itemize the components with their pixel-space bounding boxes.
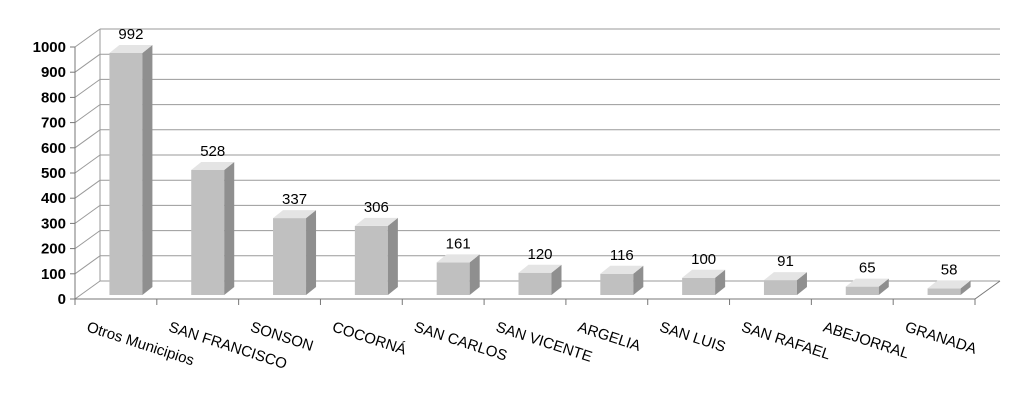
y-tick-label: 600 — [41, 140, 66, 157]
x-tick-label: SAN RAFAEL — [739, 319, 832, 364]
bar-san-luis — [682, 269, 726, 295]
y-tick-label: 200 — [41, 241, 66, 258]
gridlines — [74, 28, 1000, 300]
x-tick-label: COCORNÁ — [330, 319, 408, 359]
gridline-depth — [74, 104, 101, 124]
bar-top-face — [518, 264, 562, 273]
bar-side-face — [551, 264, 562, 295]
data-label: 306 — [364, 199, 389, 216]
y-tick-label: 300 — [41, 215, 66, 232]
bar-front-face — [763, 280, 797, 295]
gridline-depth — [74, 255, 101, 275]
data-label: 116 — [610, 247, 634, 264]
bar-top-face — [273, 210, 317, 219]
gridline-depth — [74, 179, 101, 199]
bar-top-face — [436, 254, 480, 263]
x-tick-label: SAN LUIS — [657, 319, 727, 356]
bar-front-face — [436, 262, 470, 295]
data-label: 91 — [777, 253, 794, 270]
gridline-depth — [74, 78, 101, 98]
y-tick-label: 900 — [41, 64, 66, 81]
y-tick-label: 100 — [41, 266, 66, 283]
bar-side-face — [715, 269, 726, 295]
data-labels: 992 528 337 306 161 120 116 100 91 65 58 — [118, 26, 957, 278]
gridline-depth — [74, 154, 101, 174]
bar-san-francisco — [191, 161, 235, 295]
bar-front-face — [109, 53, 143, 296]
bar-side-face — [142, 45, 153, 296]
bar-side-face — [306, 210, 317, 295]
bar-argelia — [600, 265, 644, 295]
floor-depth-edge — [974, 280, 1001, 300]
data-label: 528 — [200, 143, 225, 160]
bar-top-face — [763, 272, 807, 281]
bar-front-face — [600, 273, 634, 295]
bar-side-face — [224, 161, 235, 295]
y-tick-label: 1000 — [33, 39, 66, 56]
y-tick-label: 400 — [41, 190, 66, 207]
bar-san-rafael — [763, 272, 807, 295]
bar-front-face — [518, 272, 552, 295]
bar-san-carlos — [436, 254, 480, 295]
bar-otros-municipios — [109, 45, 153, 296]
bar-front-face — [682, 277, 716, 295]
bar-front-face — [191, 169, 225, 295]
bar-side-face — [633, 265, 644, 295]
bar-side-face — [960, 280, 971, 295]
bar-top-face — [927, 280, 971, 289]
gridline-depth — [74, 204, 101, 224]
y-tick-label: 0 — [58, 291, 66, 308]
bar-side-face — [878, 278, 889, 295]
y-tick-label: 800 — [41, 89, 66, 106]
bar-top-face — [600, 265, 644, 274]
bar-front-face — [927, 288, 961, 295]
data-label: 65 — [859, 260, 876, 277]
gridline-depth — [74, 280, 101, 300]
bar-top-face — [354, 217, 398, 226]
y-axis-tick-labels: 0 100 200 300 400 500 600 700 800 900 1000 — [33, 39, 66, 308]
bar-side-face — [796, 272, 807, 295]
gridline-depth — [74, 230, 101, 250]
bar-top-face — [845, 278, 889, 287]
bar-san-vicente — [518, 264, 562, 295]
bar-cocorna — [354, 217, 398, 295]
bar-front-face — [845, 286, 879, 295]
y-tick-label: 500 — [41, 165, 66, 182]
bar-top-face — [109, 45, 153, 54]
bar-sonson — [273, 210, 317, 295]
data-label: 992 — [118, 26, 143, 43]
gridline-depth — [74, 129, 101, 149]
bar-granada — [927, 280, 971, 295]
bar-top-face — [682, 269, 726, 278]
bar-abejorral — [845, 278, 889, 295]
data-label: 120 — [527, 246, 552, 263]
bars — [109, 45, 971, 296]
gridline-depth — [74, 53, 101, 73]
x-tick-label: ABEJORRAL — [821, 319, 911, 363]
x-tick-label: GRANADA — [903, 319, 979, 358]
axes — [70, 46, 1001, 305]
data-label: 337 — [282, 191, 307, 208]
bar-side-face — [469, 254, 480, 295]
y-tick-label: 700 — [41, 115, 66, 132]
data-label: 100 — [691, 251, 716, 268]
bar-top-face — [191, 161, 235, 170]
data-label: 161 — [446, 235, 471, 252]
bar-front-face — [354, 225, 388, 295]
data-label: 58 — [941, 261, 958, 278]
bar-front-face — [273, 218, 307, 295]
gridline-depth — [74, 28, 101, 48]
x-tick-label: SAN CARLOS — [412, 319, 509, 365]
bar-side-face — [387, 217, 398, 295]
